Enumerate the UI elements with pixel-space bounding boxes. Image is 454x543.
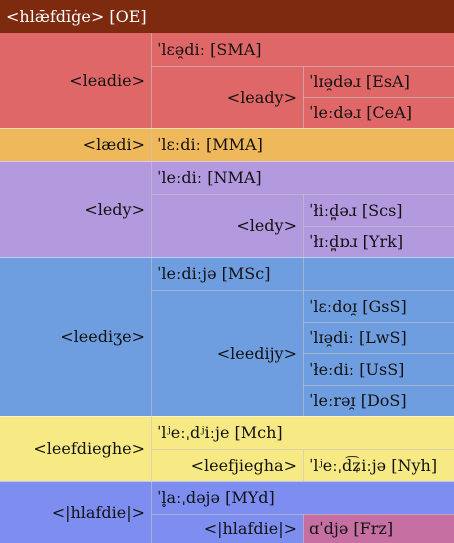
subgroup-leefjiegha: <leefjiegha> xyxy=(151,449,303,481)
separator-line xyxy=(151,514,454,515)
separator-line xyxy=(303,449,304,481)
separator-line xyxy=(151,128,152,161)
subgroup-ledy: <ledy> xyxy=(151,194,303,257)
leaf-sma: ˈlɛə̯diː [SMA] xyxy=(151,33,454,66)
separator-line xyxy=(303,322,454,323)
leaf-lws: ˈlɪə̯diː [LwS] xyxy=(303,322,454,353)
separator-line xyxy=(151,66,454,67)
leaf-yrk: ˈłɪːd̪ɒɹ [Yrk] xyxy=(303,226,454,257)
separator-line xyxy=(303,514,304,543)
leaf-myd: ˈl̥aːˌdəjə [MYd] xyxy=(151,481,454,514)
separator-line xyxy=(151,416,152,481)
separator-line xyxy=(303,226,454,227)
group-laedi: <lædi> xyxy=(0,128,151,161)
subgroup-leedijy: <leedijy> xyxy=(151,290,303,416)
separator-line xyxy=(303,66,304,128)
leaf-esa: ˈlɪə̯dəɹ [EsA] xyxy=(303,66,454,97)
root-etymon: <hlǣfdīġe> [OE] xyxy=(0,0,454,33)
subgroup-hlafdie: <|hlafdie|> xyxy=(151,514,303,543)
separator-line xyxy=(303,257,304,416)
leaf-dos: ˈleːrəɪ̯ [DoS] xyxy=(303,385,454,416)
separator-line xyxy=(303,385,454,386)
group-leadie: <leadie> xyxy=(0,33,151,128)
leaf-mch: ˈlʲeːˌdʲiːje [Mch] xyxy=(151,416,454,449)
group-leefdieghe: <leefdieghe> xyxy=(0,416,151,481)
separator-line xyxy=(303,353,454,354)
leaf-gss: ˈlɛːdoɪ̯ [GsS] xyxy=(303,290,454,322)
leaf-cea: ˈleːdəɹ [CeA] xyxy=(303,97,454,128)
leaf-uss: ˈłeːdiː [UsS] xyxy=(303,353,454,385)
separator-line xyxy=(151,449,454,450)
leaf-msc: ˈleːdiːjə [MSc] xyxy=(151,257,303,290)
separator-line xyxy=(151,481,152,543)
separator-line xyxy=(151,290,454,291)
separator-line xyxy=(303,97,454,98)
separator-line xyxy=(151,194,454,195)
empty-cell xyxy=(303,257,454,290)
subgroup-leady: <leady> xyxy=(151,66,303,128)
leaf-frz: ɑˈdjə [Frz] xyxy=(303,514,454,543)
group-border xyxy=(0,416,454,417)
leaf-mma: ˈlɛːdiː [MMA] xyxy=(151,128,454,161)
group-hlafdie: <|hlafdie|> xyxy=(0,481,151,543)
group-border xyxy=(0,257,454,258)
leaf-nyh: ˈlʲeːˌd͡ʑiːjə [Nyh] xyxy=(303,449,454,481)
separator-line xyxy=(151,33,152,128)
group-leedi3e: <leediʒe> xyxy=(0,257,151,416)
group-border xyxy=(0,481,454,482)
group-border xyxy=(0,161,454,162)
leaf-nma: ˈleːdiː [NMA] xyxy=(151,161,454,194)
leaf-scs: ˈłiːd̪əɹ [Scs] xyxy=(303,194,454,226)
separator-line xyxy=(151,161,152,257)
group-ledy: <ledy> xyxy=(0,161,151,257)
group-border xyxy=(0,128,454,129)
separator-line xyxy=(151,257,152,416)
separator-line xyxy=(303,194,304,257)
